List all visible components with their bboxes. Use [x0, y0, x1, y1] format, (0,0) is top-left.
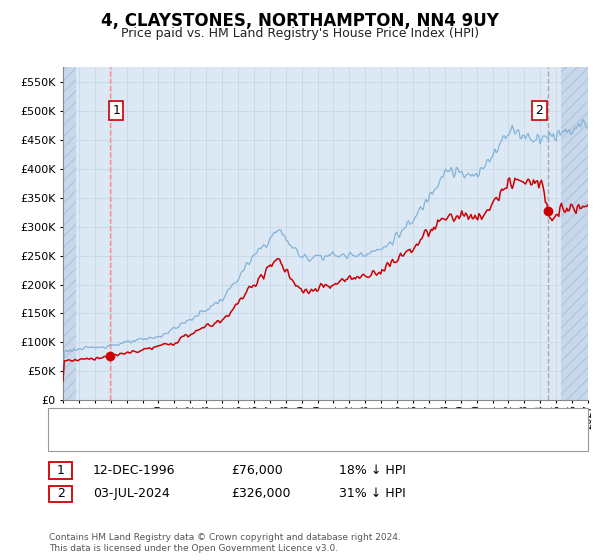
- Text: 2: 2: [56, 487, 65, 501]
- Text: 4, CLAYSTONES, NORTHAMPTON, NN4 9UY: 4, CLAYSTONES, NORTHAMPTON, NN4 9UY: [101, 12, 499, 30]
- Text: 03-JUL-2024: 03-JUL-2024: [93, 487, 170, 501]
- Text: Price paid vs. HM Land Registry's House Price Index (HPI): Price paid vs. HM Land Registry's House …: [121, 27, 479, 40]
- Text: 18% ↓ HPI: 18% ↓ HPI: [339, 464, 406, 477]
- Text: 2: 2: [536, 104, 544, 117]
- Text: 1: 1: [56, 464, 65, 477]
- Bar: [561, 67, 588, 400]
- Bar: [63, 67, 76, 400]
- Text: 31% ↓ HPI: 31% ↓ HPI: [339, 487, 406, 501]
- Text: 4, CLAYSTONES, NORTHAMPTON, NN4 9UY (detached house): 4, CLAYSTONES, NORTHAMPTON, NN4 9UY (det…: [97, 415, 413, 425]
- Text: £76,000: £76,000: [231, 464, 283, 477]
- Text: Contains HM Land Registry data © Crown copyright and database right 2024.
This d: Contains HM Land Registry data © Crown c…: [49, 533, 401, 553]
- Text: 12-DEC-1996: 12-DEC-1996: [93, 464, 176, 477]
- Text: £326,000: £326,000: [231, 487, 290, 501]
- Text: 1: 1: [112, 104, 120, 117]
- Text: HPI: Average price, detached house, West Northamptonshire: HPI: Average price, detached house, West…: [97, 435, 414, 445]
